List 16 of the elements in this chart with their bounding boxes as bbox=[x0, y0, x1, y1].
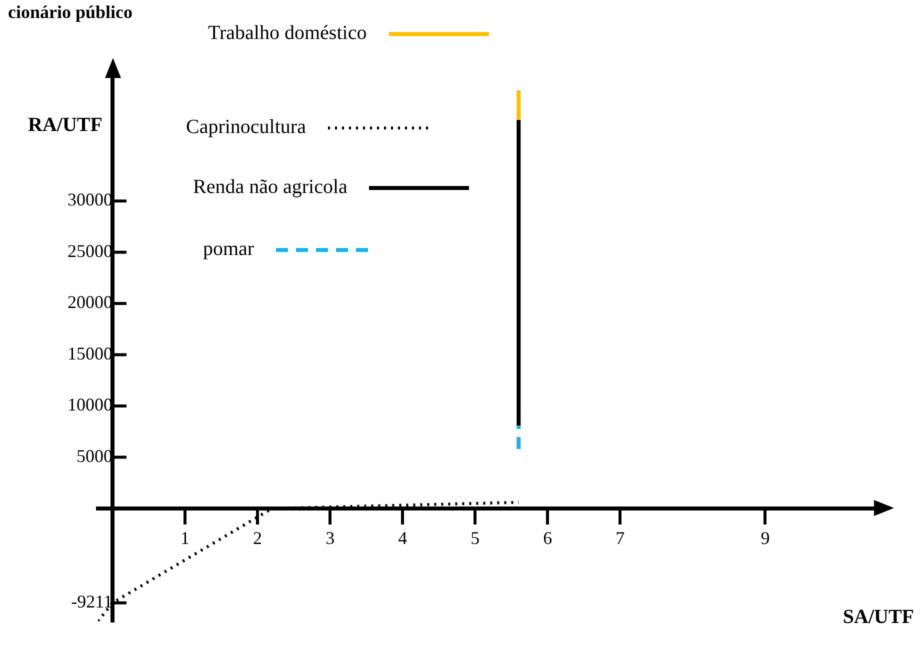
legend-label: Trabalho doméstico bbox=[208, 22, 367, 45]
x-tick-label: 9 bbox=[760, 528, 770, 548]
x-tick-label: 7 bbox=[616, 528, 625, 548]
x-tick-label: 5 bbox=[470, 528, 480, 548]
legend-label: Caprinocultura bbox=[186, 116, 306, 139]
x-tick-label: 2 bbox=[253, 528, 262, 548]
x-tick-label: 6 bbox=[543, 528, 552, 548]
legend-label: pomar bbox=[203, 238, 254, 261]
legend-label: Renda não agricola bbox=[193, 176, 348, 199]
y-tick-label: -9211 bbox=[71, 592, 113, 612]
x-tick-label: 1 bbox=[180, 528, 190, 548]
x-tick-label: 4 bbox=[398, 528, 408, 548]
x-axis-title: SA/UTF bbox=[842, 606, 914, 629]
y-axis-title: RA/UTF bbox=[28, 114, 102, 137]
text: cionário público bbox=[8, 2, 133, 23]
x-tick-label: 3 bbox=[326, 528, 335, 548]
